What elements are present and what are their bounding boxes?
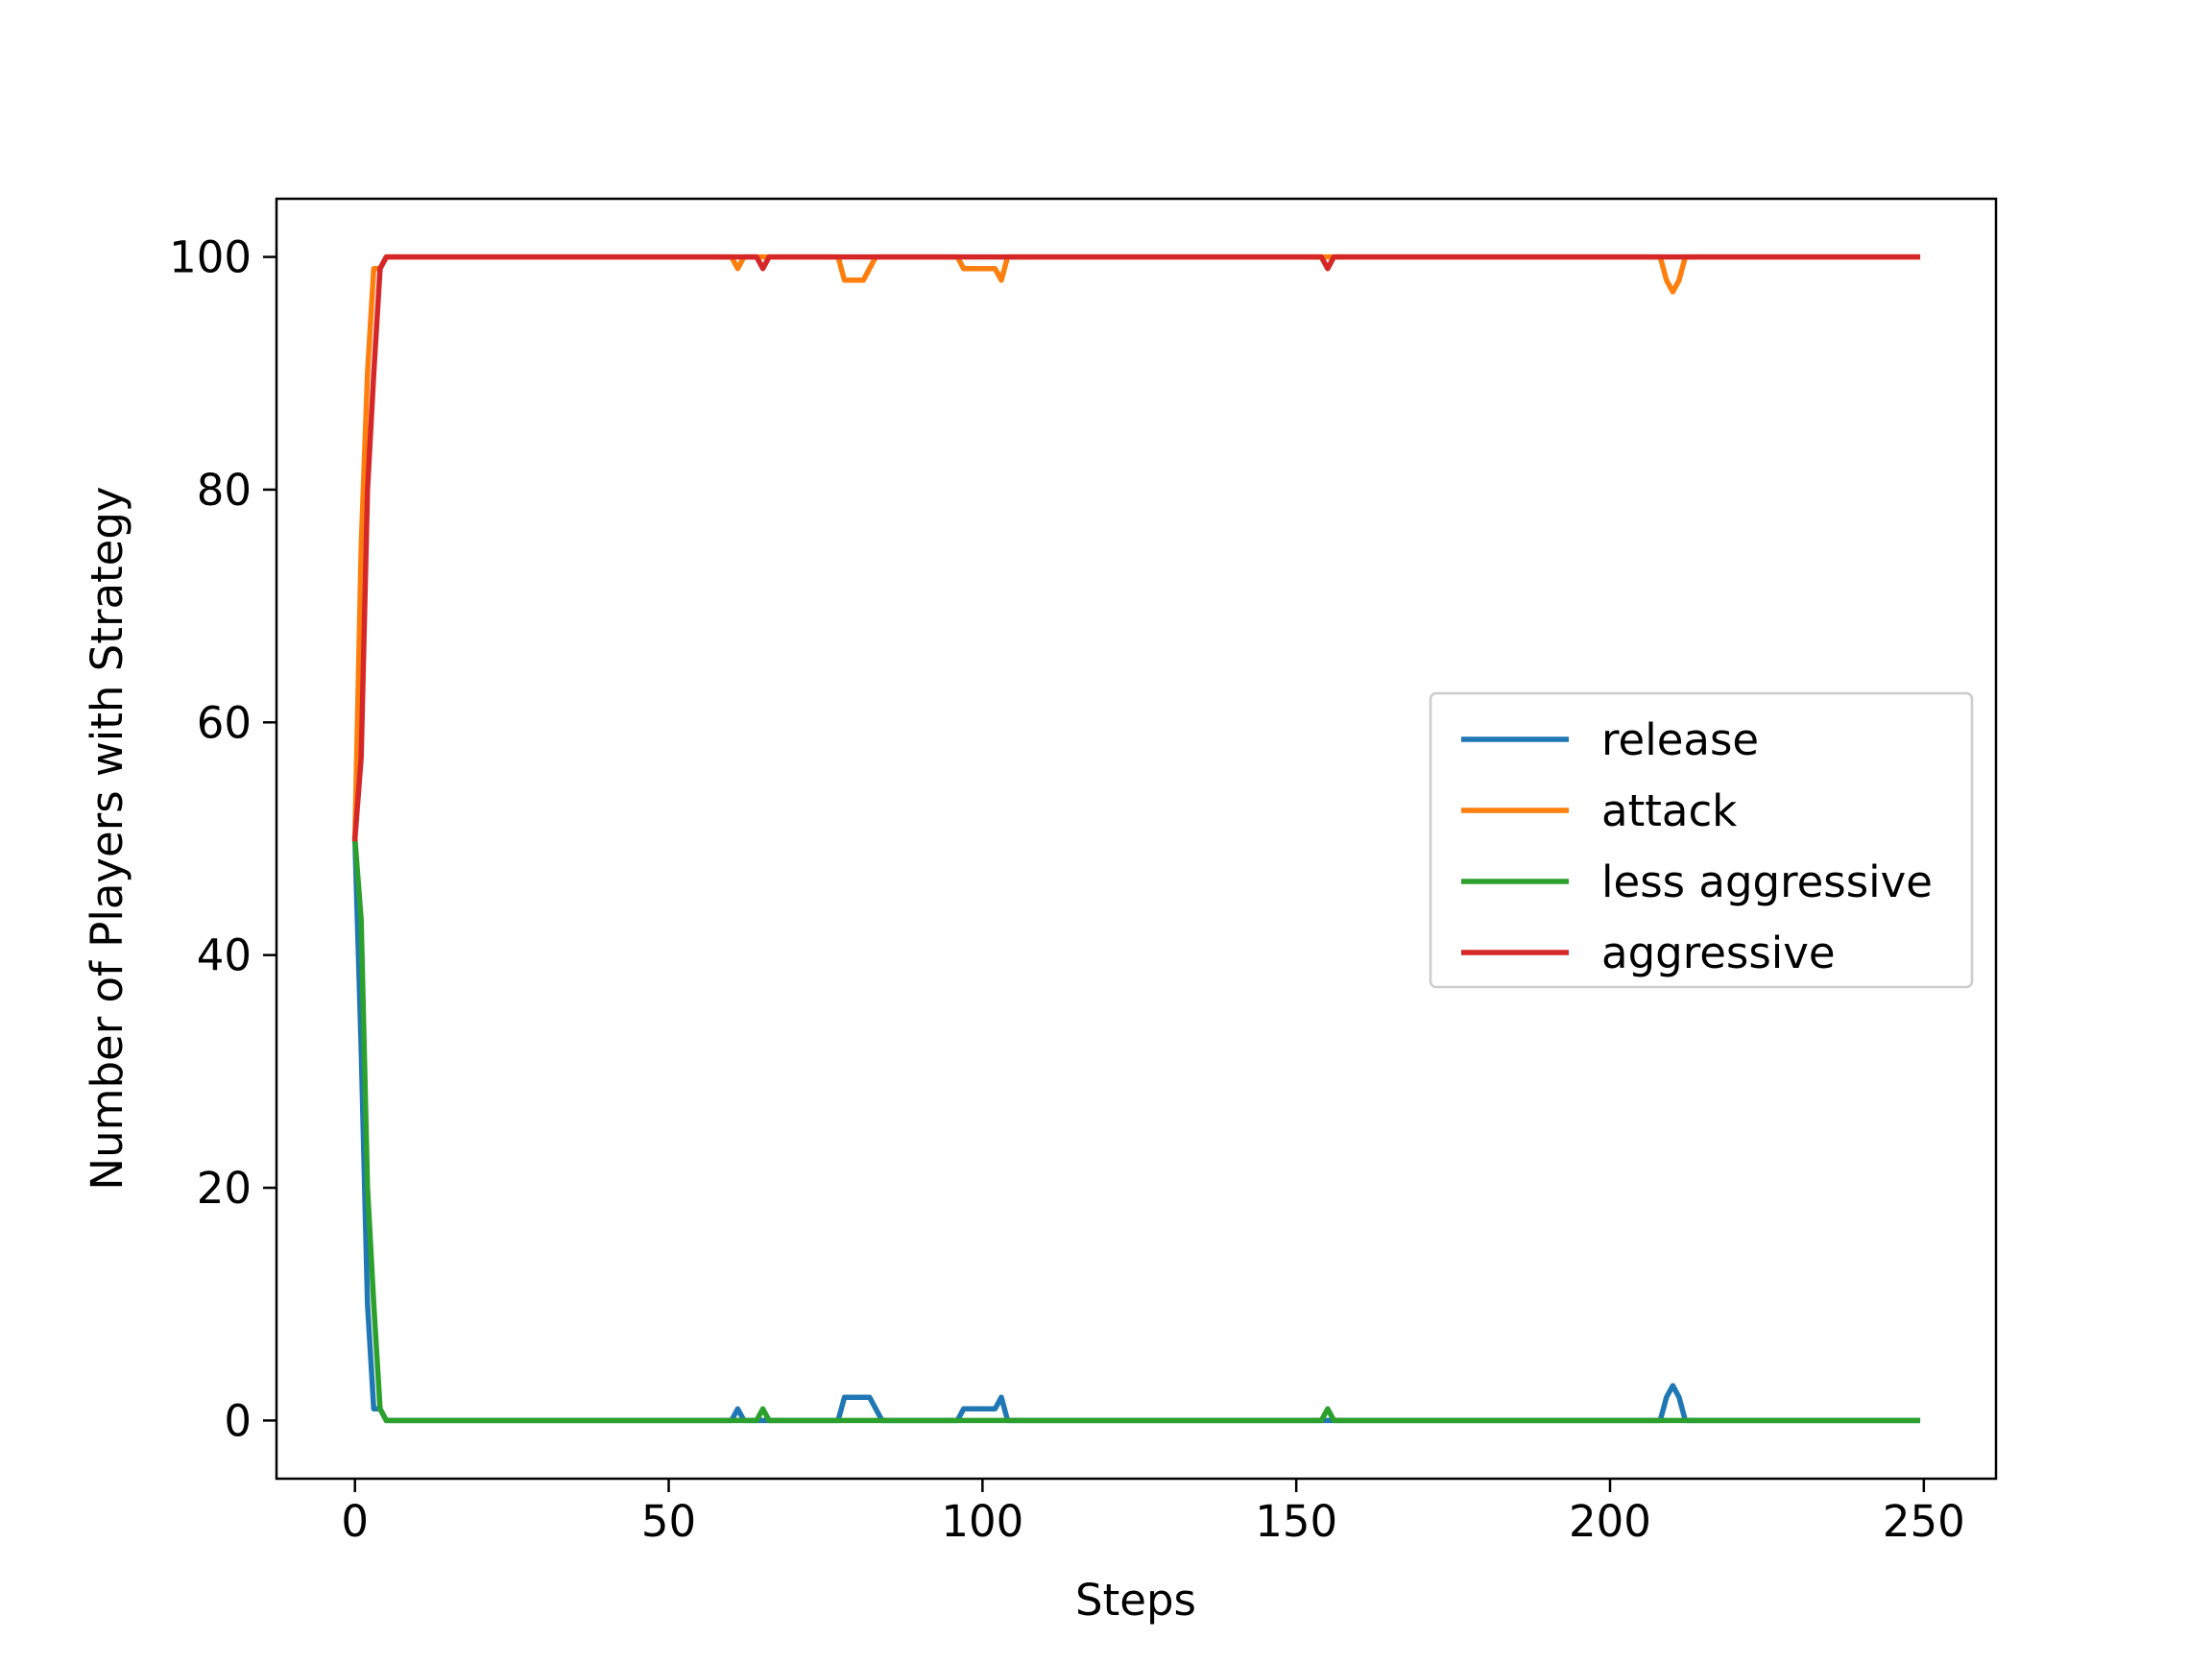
legend-label-1: attack xyxy=(1601,785,1737,836)
x-tick-label-4: 200 xyxy=(1569,1496,1651,1547)
y-tick-label-3: 60 xyxy=(197,697,252,748)
x-tick-label-1: 50 xyxy=(641,1496,696,1547)
x-tick-label-2: 100 xyxy=(941,1496,1023,1547)
x-tick-label-3: 150 xyxy=(1255,1496,1337,1547)
series-line-2 xyxy=(351,835,1921,1424)
legend-label-3: aggressive xyxy=(1601,928,1836,978)
y-tick-label-2: 40 xyxy=(197,930,252,981)
legend[interactable]: release attack less aggressive aggressive xyxy=(1429,691,1974,989)
legend-label-0: release xyxy=(1601,714,1759,765)
y-tick-label-4: 80 xyxy=(197,465,252,516)
y-tick-label-5: 100 xyxy=(169,232,252,283)
y-tick-label-1: 20 xyxy=(197,1163,252,1214)
y-tick-label-0: 0 xyxy=(224,1395,252,1446)
plot-area-frame xyxy=(275,197,1998,1481)
y-axis-label: Number of Players with Strategy xyxy=(82,486,132,1190)
x-axis: 0 50 100 150 200 250 xyxy=(341,1479,1965,1547)
legend-label-2: less aggressive xyxy=(1601,856,1933,907)
x-tick-label-5: 250 xyxy=(1883,1496,1965,1547)
x-axis-label: Steps xyxy=(1075,1575,1196,1626)
legend-entries: release attack less aggressive aggressive xyxy=(1461,714,1933,978)
series-line-3 xyxy=(351,253,1921,842)
y-axis: 0 20 40 60 80 100 xyxy=(169,232,276,1446)
legend-box xyxy=(1429,691,1974,989)
x-tick-label-0: 0 xyxy=(341,1496,369,1547)
plot-series-group xyxy=(351,253,1921,1424)
